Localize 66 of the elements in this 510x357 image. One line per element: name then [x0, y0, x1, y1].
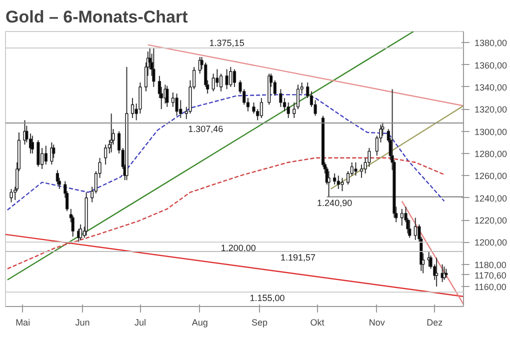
candlestick	[171, 92, 174, 108]
candlestick	[314, 100, 317, 116]
candlestick	[346, 170, 350, 186]
candlestick	[110, 113, 113, 153]
candlestick	[130, 98, 134, 118]
y-tick-label: 1320,00	[474, 104, 508, 115]
candlestick	[327, 170, 330, 198]
candlestick	[292, 102, 296, 118]
candlestick	[104, 144, 108, 166]
x-tick-label: Jul	[134, 318, 146, 328]
annotation: 1.155,00	[250, 293, 285, 304]
x-tick-label: Mai	[16, 318, 30, 328]
candlestick	[273, 80, 276, 96]
candlestick	[360, 164, 364, 178]
x-tick-label: Jun	[75, 318, 90, 328]
candlestick	[36, 140, 40, 168]
annotation: 1.200,00	[220, 243, 256, 254]
annotation: 1.240,90	[317, 198, 352, 208]
line-series	[6, 157, 445, 270]
y-tick-label: 1220,00	[474, 216, 508, 226]
chart-title: Gold – 6-Monats-Chart	[6, 8, 188, 26]
y-tick-label: 1260,00	[474, 171, 508, 182]
y-tick-label: 1200,00	[474, 238, 508, 248]
candlestick	[10, 188, 13, 203]
candlestick	[296, 84, 300, 110]
y-tick-label: 1240,00	[474, 193, 508, 204]
x-tick-label: Nov	[368, 318, 386, 328]
x-tick-label: Aug	[192, 318, 208, 328]
candlestick	[336, 175, 340, 190]
annotation: 1.307,46	[188, 124, 224, 134]
annotation: 1.191,57	[280, 252, 316, 263]
y-tick-label: 1280,00	[474, 148, 508, 159]
x-tick-label: Okt	[310, 318, 325, 328]
candlestick	[340, 177, 344, 192]
candlestick	[216, 68, 219, 88]
candlestick	[219, 73, 223, 92]
candlestick	[408, 220, 412, 238]
candlestick	[78, 224, 82, 240]
candlestick	[152, 48, 156, 88]
candlestick	[279, 88, 282, 108]
y-tick-label: 1380,00	[474, 38, 508, 48]
y-tick-label: 1170,60	[474, 270, 506, 280]
candlestick	[225, 68, 228, 90]
y-tick-label: 1300,00	[474, 126, 508, 137]
candlestick	[354, 162, 358, 176]
candlestick	[166, 85, 169, 108]
candlestick	[400, 208, 404, 226]
candlestick	[414, 217, 417, 240]
y-tick-label: 1180,00	[474, 260, 506, 270]
y-tick-label: 1360,00	[474, 60, 508, 70]
y-tick-label: 1160,00	[474, 282, 506, 292]
candlestick	[44, 145, 48, 166]
candlestick	[286, 102, 290, 118]
x-tick-label: Sep	[252, 318, 268, 328]
candlestick	[333, 172, 336, 186]
candlestick	[260, 98, 263, 118]
candlestick	[229, 66, 232, 88]
candlestick	[435, 257, 438, 288]
candlestick	[30, 135, 34, 154]
candlestick	[232, 68, 236, 88]
candlestick	[175, 93, 178, 116]
x-tick-label: Dez	[426, 318, 444, 328]
annotation: 1.375,15	[209, 38, 244, 48]
candlestick	[56, 170, 60, 186]
candlestick	[212, 73, 215, 92]
y-tick-label: 1340,00	[474, 82, 508, 92]
